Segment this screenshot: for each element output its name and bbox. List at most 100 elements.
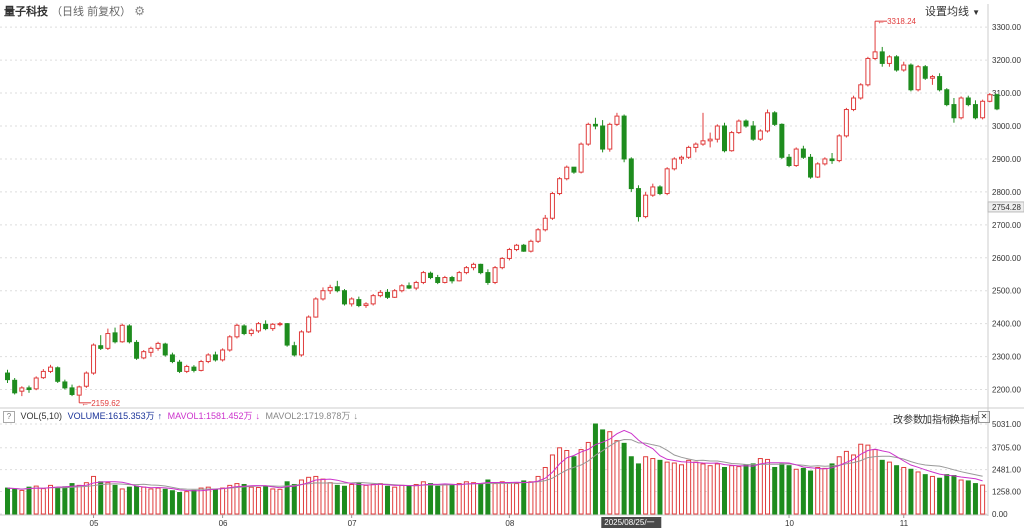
high-label: 3318.24 [887, 17, 916, 26]
candle-body [341, 290, 347, 305]
candle-body [557, 178, 563, 195]
candle-body [478, 263, 484, 274]
volume-bar [255, 487, 261, 515]
candle-body [808, 156, 814, 178]
candle-body [693, 143, 699, 148]
candle-body [750, 125, 756, 140]
candle-body [707, 138, 713, 142]
candle-body [485, 272, 491, 283]
price-tick-label: 2400.00 [992, 320, 1021, 329]
volume-bar [635, 463, 641, 515]
volume-bar [607, 431, 613, 515]
volume-bar [557, 447, 563, 515]
volume-bar [707, 465, 713, 515]
x-tick-label: 10 [785, 519, 794, 528]
candle-body [492, 267, 498, 283]
volume-bar [650, 458, 656, 515]
volume-bar [851, 454, 857, 515]
volume-bar [162, 488, 168, 515]
volume-ma-lines [7, 429, 983, 492]
candle-body [765, 112, 771, 132]
mavol1-value: MAVOL1:1581.452万 [167, 411, 253, 421]
volume-bar [542, 466, 548, 515]
volume-bar [492, 483, 498, 515]
x-tick-label: 08 [505, 519, 514, 528]
volume-bar [220, 487, 226, 515]
arrow-down-icon: ↓ [353, 411, 358, 421]
volume-bar [26, 486, 32, 515]
candle-body [929, 76, 935, 79]
volume-bar [614, 440, 620, 515]
candle-body [5, 372, 10, 381]
volume-bar [786, 465, 792, 515]
candle-body [843, 109, 849, 137]
cursor-date-label: 2025/08/25/一 [604, 518, 654, 527]
volume-bar [922, 474, 928, 515]
volume-bar [291, 483, 297, 515]
candle-body [33, 377, 39, 390]
volume-tick-label: 3705.00 [992, 444, 1021, 453]
volume-bar [843, 450, 849, 515]
volume-bar [693, 461, 699, 515]
change-params-button[interactable]: 改参数 [893, 415, 923, 426]
price-tick-label: 2200.00 [992, 386, 1021, 395]
volume-bar [980, 484, 986, 515]
candle-body [657, 186, 663, 195]
candle-body [643, 194, 649, 218]
ma-settings-button[interactable]: 设置均线 ▼ [925, 3, 980, 19]
gear-icon[interactable]: ⚙ [134, 4, 145, 18]
x-axis: 05 06 07 08 10 11 2025/08/25/一 [90, 515, 909, 528]
candle-body [349, 298, 355, 305]
candle-body [119, 324, 125, 343]
volume-bar [112, 484, 118, 515]
volume-bar [399, 484, 405, 515]
candle-body [851, 97, 857, 111]
volume-bar [119, 488, 125, 515]
candle-body [879, 51, 885, 64]
candle-body [786, 156, 792, 167]
volume-bar [478, 483, 484, 515]
candle-body [908, 64, 914, 91]
candle-body [255, 323, 261, 332]
volume-bar [686, 459, 692, 515]
volume-bar [535, 475, 541, 515]
candle-body [141, 351, 147, 359]
volume-bar [349, 483, 355, 515]
volume-bar [729, 465, 735, 515]
price-tick-label: 2700.00 [992, 221, 1021, 230]
candle-body [69, 387, 75, 395]
volume-bar [879, 459, 885, 515]
volume-bar [965, 480, 971, 515]
price-axis: 3300.00 3200.00 3100.00 3000.00 2900.00 2800.… [987, 23, 1024, 395]
candle-body [320, 290, 326, 300]
candle-body [471, 263, 477, 269]
candle-body [901, 64, 907, 71]
switch-indicator-button[interactable]: 换指标 [950, 415, 980, 426]
volume-bar [105, 482, 111, 515]
volume-bar [327, 482, 333, 515]
x-tick-label: 06 [219, 519, 228, 528]
volume-bar [83, 482, 89, 515]
volume-bar [155, 487, 161, 515]
help-icon[interactable]: ? [3, 411, 15, 423]
candle-body [951, 104, 957, 119]
volume-bar [198, 487, 204, 515]
candle-body [399, 285, 405, 292]
volume-bar [571, 456, 577, 515]
candle-body [894, 56, 900, 71]
close-icon[interactable]: ✕ [978, 411, 990, 423]
volume-bar [298, 479, 304, 515]
cursor-date-box [601, 517, 662, 528]
volume-bar [377, 483, 383, 515]
volume-bar [40, 488, 46, 515]
volume-bar [765, 458, 771, 515]
caret-down-icon: ▼ [972, 8, 980, 17]
add-indicator-button[interactable]: 加指标 [922, 415, 952, 426]
candle-body [12, 379, 18, 394]
volume-bar [757, 458, 763, 515]
volume-bar [585, 441, 591, 515]
price-tick-label: 2600.00 [992, 254, 1021, 263]
volume-bar [972, 483, 978, 515]
candle-body [571, 166, 577, 173]
